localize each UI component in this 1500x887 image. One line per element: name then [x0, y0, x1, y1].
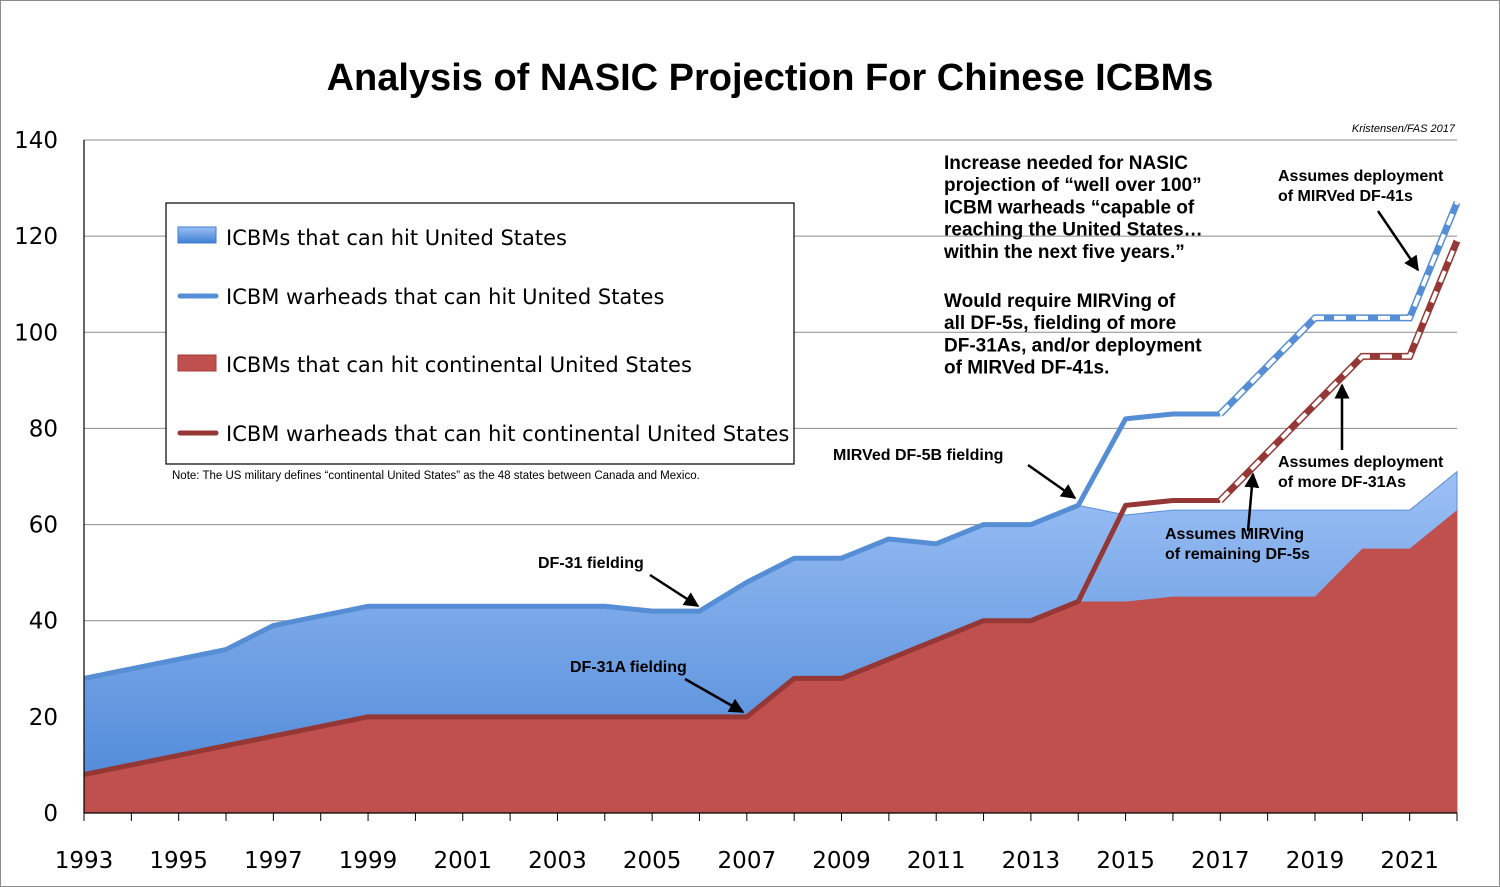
legend-swatch-icbm-conus [177, 354, 217, 372]
annotation-df31a: DF-31A fielding [570, 659, 687, 676]
annotation-df41: Assumes deployment [1278, 168, 1444, 185]
y-tick-label: 80 [29, 416, 58, 442]
annotation-increase: reaching the United States… [944, 220, 1203, 241]
legend-box [165, 202, 795, 465]
annotation-arrow-mirv-df5 [1244, 472, 1260, 532]
annotations: DF-31 fielding DF-31A fielding MIRVed DF-5… [538, 153, 1444, 714]
x-tick-label: 2019 [1286, 848, 1345, 874]
x-tick-label: 2013 [1002, 848, 1061, 874]
credit-label: Kristensen/FAS 2017 [1352, 123, 1456, 135]
line-warheads-us [83, 411, 1221, 681]
legend-label-warheads-us: ICBM warheads that can hit United States [226, 285, 664, 309]
annotation-increase: ICBM warheads “capable of [944, 197, 1195, 218]
annotation-df31: DF-31 fielding [538, 555, 644, 572]
y-tick-label: 0 [43, 801, 58, 827]
annotation-require: all DF-5s, fielding of more [944, 313, 1176, 334]
annotation-mirv-df5: Assumes MIRVing [1165, 526, 1304, 543]
y-tick-label: 140 [14, 128, 58, 154]
x-tick-label: 2009 [812, 848, 871, 874]
area-series [83, 470, 1458, 814]
annotation-arrow-df41 [1376, 210, 1420, 272]
x-tick-label: 1997 [244, 848, 303, 874]
x-tick-label: 2005 [623, 848, 682, 874]
legend-label-icbm-conus: ICBMs that can hit continental United St… [226, 353, 692, 377]
annotation-require: Would require MIRVing of [944, 291, 1176, 312]
annotation-increase: projection of “well over 100” [944, 175, 1202, 196]
annotation-arrow-df31a [684, 677, 745, 714]
annotation-arrow-df5b [1027, 463, 1077, 500]
legend-label-warheads-conus: ICBM warheads that can hit continental U… [226, 422, 789, 446]
annotation-arrow-df31 [649, 573, 700, 608]
x-tick-label: 1999 [339, 848, 398, 874]
x-tick-label: 2017 [1191, 848, 1250, 874]
annotation-df5b: MIRVed DF-5B fielding [833, 447, 1003, 464]
line-warheads-us-projection-dash [1218, 201, 1459, 416]
x-tick-label: 2015 [1096, 848, 1155, 874]
annotation-require: DF-31As, and/or deployment [944, 335, 1202, 356]
y-tick-label: 20 [29, 705, 58, 731]
line-warheads-conus [83, 498, 1221, 777]
line-series [83, 201, 1461, 777]
y-tick-label: 40 [29, 609, 58, 635]
annotation-more-df31a: Assumes deployment [1278, 454, 1444, 471]
annotation-require: of MIRVed DF-41s. [944, 358, 1109, 379]
x-tick-label: 2011 [907, 848, 966, 874]
x-tick-label: 2003 [528, 848, 587, 874]
legend-note: Note: The US military defines “continent… [172, 470, 700, 482]
x-tick-label: 2007 [718, 848, 777, 874]
annotation-mirv-df5: of remaining DF-5s [1165, 546, 1310, 563]
legend-label-icbm-us: ICBMs that can hit United States [226, 226, 567, 250]
y-tick-label: 120 [14, 224, 58, 250]
legend-swatch-icbm-us [177, 226, 217, 244]
y-tick-label: 60 [29, 513, 58, 539]
x-tick-label: 1995 [149, 848, 208, 874]
x-tick-label: 1993 [55, 848, 114, 874]
x-tick-label: 2021 [1380, 848, 1439, 874]
x-tick-label: 2001 [433, 848, 492, 874]
area-icbm-conus [84, 510, 1457, 813]
annotation-increase: within the next five years.” [943, 242, 1185, 263]
annotation-more-df31a: of more DF-31As [1278, 474, 1406, 491]
chart-title: Analysis of NASIC Projection For Chinese… [327, 57, 1214, 99]
line-warheads-conus-projection-dash [1218, 240, 1459, 502]
annotation-df41: of MIRVed DF-41s [1278, 188, 1413, 205]
axes: 0 20 40 60 80 100 120 140 1993 1995 1997 1999 2001 20… [14, 128, 1458, 874]
y-tick-label: 100 [14, 320, 58, 346]
annotation-increase: Increase needed for NASIC [944, 153, 1188, 174]
legend: ICBMs that can hit United States ICBM wa… [165, 202, 795, 482]
